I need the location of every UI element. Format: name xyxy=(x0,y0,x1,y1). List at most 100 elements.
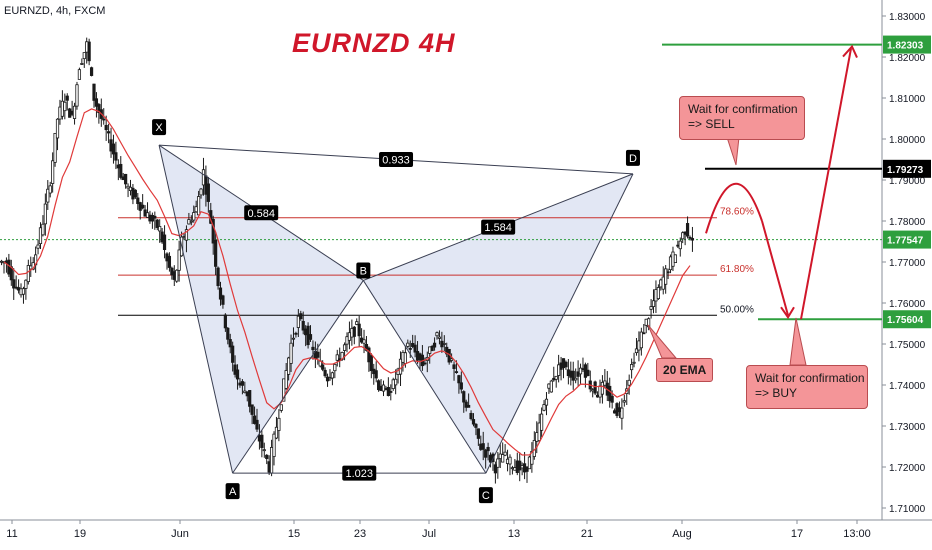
candle-body xyxy=(537,422,541,441)
candle-body xyxy=(175,269,179,282)
candle-body xyxy=(82,52,86,60)
candle-body xyxy=(673,254,678,263)
candle-body xyxy=(608,385,612,402)
candle-body xyxy=(291,337,296,340)
pattern-point-box xyxy=(225,483,240,500)
chart-title: EURNZD 4H xyxy=(292,28,456,58)
projection-up xyxy=(800,48,852,320)
candle-body xyxy=(36,244,40,249)
y-tick-label: 1.74000 xyxy=(889,381,926,392)
candle-body xyxy=(369,355,373,372)
candle-body xyxy=(92,83,96,101)
candle-body xyxy=(214,239,218,267)
candle-body xyxy=(622,400,626,403)
candle-body xyxy=(554,375,558,380)
candle-body xyxy=(133,189,137,198)
candle-body xyxy=(46,188,50,203)
ratio-label-box xyxy=(342,465,377,481)
candle-body xyxy=(452,364,456,369)
pattern-point-box xyxy=(152,119,167,136)
candle-body xyxy=(493,464,497,474)
candle-body xyxy=(284,370,288,389)
candle-body xyxy=(333,363,337,372)
sell-callout-line2: => SELL xyxy=(688,117,735,131)
candle-body xyxy=(63,101,67,112)
y-tick-label: 1.79000 xyxy=(889,176,926,187)
candle-body xyxy=(335,354,339,361)
candle-body xyxy=(192,212,196,221)
candle-body xyxy=(557,364,561,376)
pattern-point-label: A xyxy=(229,486,237,498)
fib-label: 61.80% xyxy=(720,264,754,275)
candle-body xyxy=(549,380,553,393)
candle-body xyxy=(97,104,101,114)
candle-body xyxy=(508,456,512,465)
candle-body xyxy=(442,343,446,345)
pattern-point-label: B xyxy=(360,265,367,277)
candle-body xyxy=(41,223,45,236)
candle-body xyxy=(394,378,398,386)
candle-body xyxy=(690,238,695,241)
candle-body xyxy=(75,84,79,107)
candle-body xyxy=(469,412,473,420)
y-tick-label: 1.75000 xyxy=(889,340,926,351)
candle-body xyxy=(218,287,223,300)
candle-body xyxy=(681,232,685,240)
y-tick-label: 1.83000 xyxy=(889,12,926,23)
candle-body xyxy=(630,364,634,371)
candle-body xyxy=(197,196,201,216)
candle-body xyxy=(430,345,434,352)
ratio-label-box xyxy=(244,205,279,221)
candle-body xyxy=(167,255,172,268)
candle-body xyxy=(330,372,335,379)
x-tick-label: Jun xyxy=(171,528,189,540)
candle-body xyxy=(308,334,313,340)
fib-label: 78.60% xyxy=(720,207,754,218)
candle-body xyxy=(262,449,266,452)
candle-body xyxy=(228,339,232,348)
candle-body xyxy=(252,415,257,424)
candle-body xyxy=(226,327,230,340)
buy-callout-line2: => BUY xyxy=(755,386,798,400)
candle-body xyxy=(642,332,646,335)
candle-body xyxy=(77,69,82,80)
candle-body xyxy=(408,348,412,350)
candle-body xyxy=(21,288,26,295)
candle-body xyxy=(294,332,298,335)
y-tick-label: 1.72000 xyxy=(889,463,926,474)
candle-body xyxy=(248,390,252,407)
candle-body xyxy=(250,404,254,415)
candle-body xyxy=(72,105,77,119)
pattern-bcd-fill xyxy=(363,173,633,474)
candle-body xyxy=(55,118,60,139)
candle-body xyxy=(656,287,660,300)
candle-body xyxy=(260,434,264,448)
pattern-edge-xa xyxy=(158,145,234,474)
candle-body xyxy=(272,433,276,457)
candle-body xyxy=(620,407,624,419)
buy-callout: Wait for confirmation => BUY xyxy=(746,365,868,409)
candle-body xyxy=(153,215,157,219)
candle-body xyxy=(231,345,235,363)
x-tick-label: 19 xyxy=(74,528,86,540)
candle-body xyxy=(287,357,291,375)
candle-body xyxy=(564,361,568,368)
candle-body xyxy=(571,370,575,381)
y-tick-label: 1.82000 xyxy=(889,53,926,64)
candle-body xyxy=(107,131,111,134)
pattern-point-label: D xyxy=(629,153,637,165)
candle-body xyxy=(678,240,682,250)
candle-body xyxy=(299,313,303,320)
ratio-label: 1.023 xyxy=(345,468,373,480)
candle-body xyxy=(279,404,283,411)
candle-body xyxy=(474,423,478,428)
candle-body xyxy=(454,371,459,374)
x-tick-label: 15 xyxy=(288,528,300,540)
pattern-xab-fill xyxy=(159,145,364,474)
y-tick-label: 1.76000 xyxy=(889,299,926,310)
candle-body xyxy=(496,458,500,468)
y-tick-label: 1.77000 xyxy=(889,258,926,269)
projection-down xyxy=(761,220,789,316)
